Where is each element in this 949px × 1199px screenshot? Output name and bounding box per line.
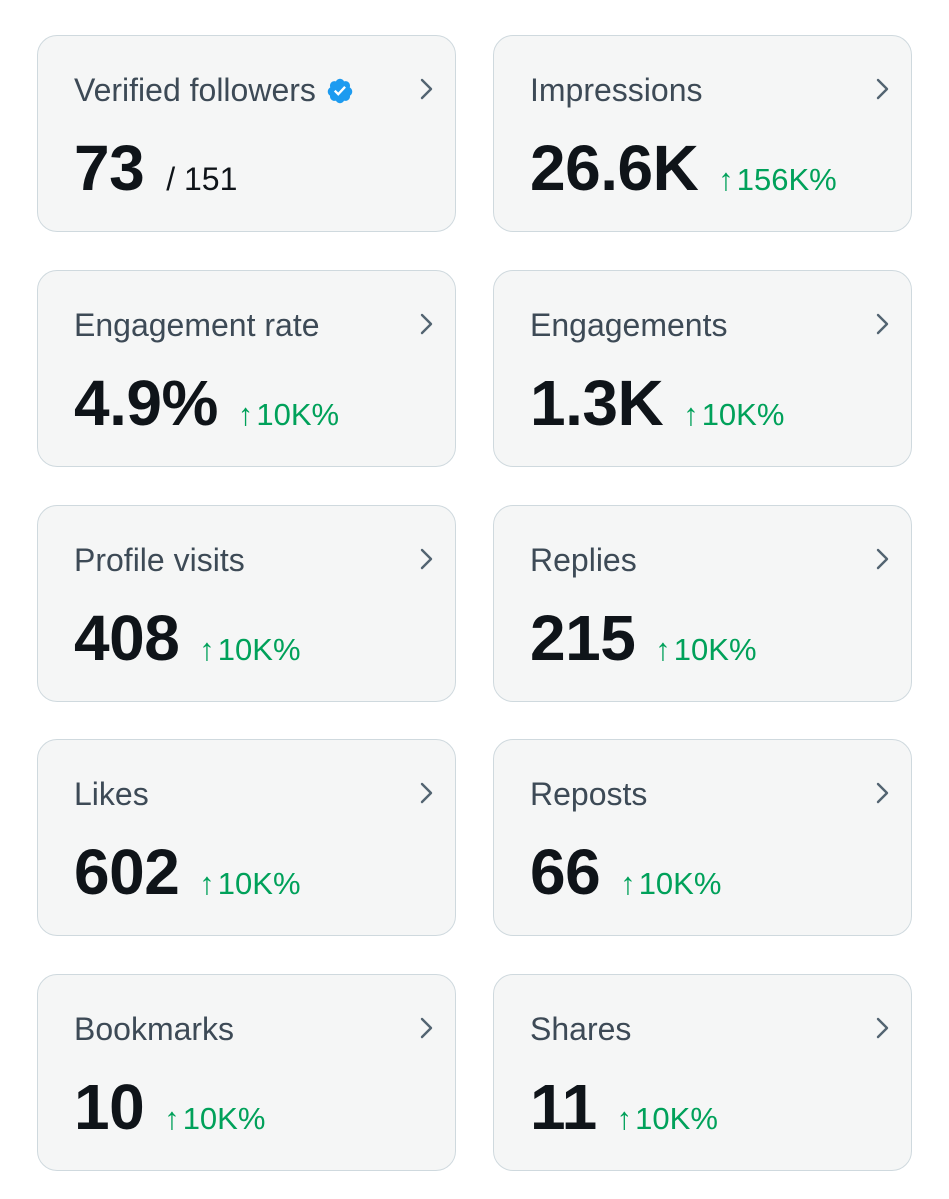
card-change: ↑ 10K% [617,1101,718,1137]
card-value: 1.3K [530,367,664,439]
card-shares[interactable]: Shares 11 ↑ 10K% [493,974,912,1171]
card-change: ↑ 10K% [164,1101,265,1137]
card-label: Engagements [530,307,728,343]
card-value: 26.6K [530,132,699,204]
up-arrow-icon: ↑ [683,397,699,432]
card-change-value: 10K% [217,632,301,667]
card-profile-visits[interactable]: Profile visits 408 ↑ 10K% [37,505,456,702]
up-arrow-icon: ↑ [616,1101,633,1136]
card-value-row: 73 / 151 [74,132,237,204]
card-value: 215 [530,602,636,674]
card-value: 11 [530,1071,597,1143]
chevron-right-icon [420,78,433,100]
card-change: ↑ 10K% [683,397,784,433]
up-arrow-icon: ↑ [620,866,636,901]
card-reposts[interactable]: Reposts 66 ↑ 10K% [493,739,912,936]
chevron-right-icon [876,548,889,570]
chevron-right-icon [420,1017,433,1039]
card-value-row: 602 ↑ 10K% [74,836,301,908]
chevron-right-icon [876,782,889,804]
card-value-row: 215 ↑ 10K% [530,602,757,674]
card-value: 10 [74,1071,145,1143]
card-change-value: 10K% [701,397,785,432]
chevron-right-icon [420,313,433,335]
card-value: 73 [74,132,145,204]
chevron-right-icon [876,1017,889,1039]
card-change-value: 10K% [673,632,757,667]
card-change: ↑ 10K% [199,632,300,668]
card-label: Likes [74,776,149,812]
card-change: ↑ 156K% [718,162,836,198]
chevron-right-icon [420,548,433,570]
card-value: 66 [530,836,601,908]
card-engagement-rate[interactable]: Engagement rate 4.9% ↑ 10K% [37,270,456,467]
card-label: Impressions [530,72,703,108]
card-verified-followers[interactable]: Verified followers 73 / 151 [37,35,456,232]
card-change-value: 10K% [635,1101,718,1136]
up-arrow-icon: ↑ [164,1101,180,1136]
card-label: Verified followers [74,72,316,108]
up-arrow-icon: ↑ [718,162,734,197]
card-value: 4.9% [74,367,218,439]
chevron-right-icon [876,313,889,335]
card-change-value: 10K% [638,866,722,901]
card-label: Profile visits [74,542,245,578]
card-change-value: 10K% [217,866,301,901]
card-change: ↑ 10K% [199,866,300,902]
card-value: 602 [74,836,180,908]
card-bookmarks[interactable]: Bookmarks 10 ↑ 10K% [37,974,456,1171]
card-change: ↑ 10K% [620,866,721,902]
card-value-row: 408 ↑ 10K% [74,602,301,674]
card-label: Shares [530,1011,632,1047]
card-value: 408 [74,602,180,674]
card-value-row: 11 ↑ 10K% [530,1071,718,1143]
card-value-row: 26.6K ↑ 156K% [530,132,837,204]
card-replies[interactable]: Replies 215 ↑ 10K% [493,505,912,702]
card-value-row: 10 ↑ 10K% [74,1071,265,1143]
card-likes[interactable]: Likes 602 ↑ 10K% [37,739,456,936]
card-label: Replies [530,542,637,578]
card-impressions[interactable]: Impressions 26.6K ↑ 156K% [493,35,912,232]
card-total: / 151 [166,161,238,197]
card-change-value: 156K% [736,162,837,197]
up-arrow-icon: ↑ [237,397,254,432]
card-label: Engagement rate [74,307,320,343]
card-label: Reposts [530,776,648,812]
verified-badge-icon [327,78,353,104]
up-arrow-icon: ↑ [199,866,215,901]
up-arrow-icon: ↑ [655,632,671,667]
chevron-right-icon [876,78,889,100]
card-value-row: 66 ↑ 10K% [530,836,721,908]
card-engagements[interactable]: Engagements 1.3K ↑ 10K% [493,270,912,467]
chevron-right-icon [420,782,433,804]
card-value-row: 4.9% ↑ 10K% [74,367,339,439]
card-label-row: Verified followers [74,70,354,110]
card-change-value: 10K% [256,397,340,432]
up-arrow-icon: ↑ [199,632,215,667]
card-change: ↑ 10K% [655,632,756,668]
card-value-row: 1.3K ↑ 10K% [530,367,784,439]
card-label: Bookmarks [74,1011,235,1047]
card-change: ↑ 10K% [238,397,339,433]
card-change-value: 10K% [182,1101,266,1136]
